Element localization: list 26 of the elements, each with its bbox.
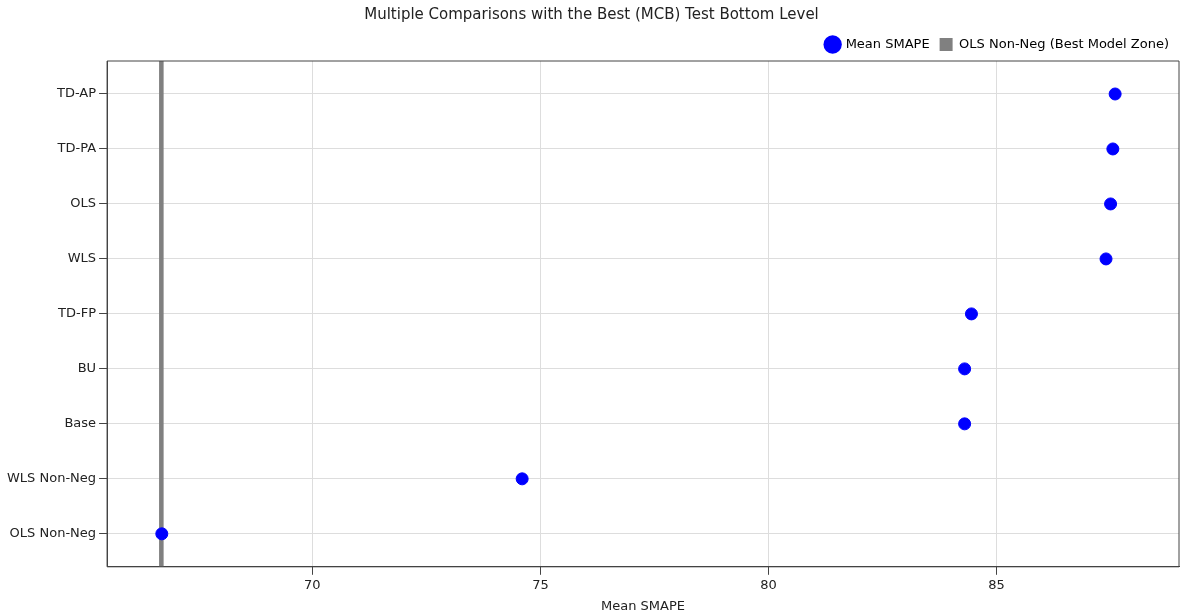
legend-label: OLS Non-Neg (Best Model Zone) [959,35,1170,51]
y-tick-label: OLS Non-Neg [9,525,97,541]
y-tick-label: WLS Non-Neg [6,470,97,486]
point [958,417,972,431]
x-tick-label: 80 [760,576,777,592]
point [964,307,978,321]
chart-title: Multiple Comparisons with the Best (MCB) Test Bottom Level [364,4,819,23]
x-tick-label: 75 [532,576,549,592]
legend-label: Mean SMAPE [845,35,930,51]
x-tick-label: 70 [304,576,321,592]
point [1108,87,1122,101]
point [958,362,972,376]
y-tick-label: TD-AP [55,85,97,101]
y-tick-label: TD-FP [57,305,97,321]
y-tick-label: BU [77,360,97,376]
point [1106,142,1120,156]
point [155,527,169,541]
y-tick-label: Base [64,415,97,431]
point [1099,252,1113,266]
point [1104,197,1118,211]
y-tick-label: WLS [67,250,97,266]
x-tick-label: 85 [988,576,1005,592]
point [515,472,529,486]
x-axis-title: Mean SMAPE [601,597,686,613]
y-tick-label: TD-PA [56,140,97,156]
y-tick-label: OLS [70,195,97,211]
